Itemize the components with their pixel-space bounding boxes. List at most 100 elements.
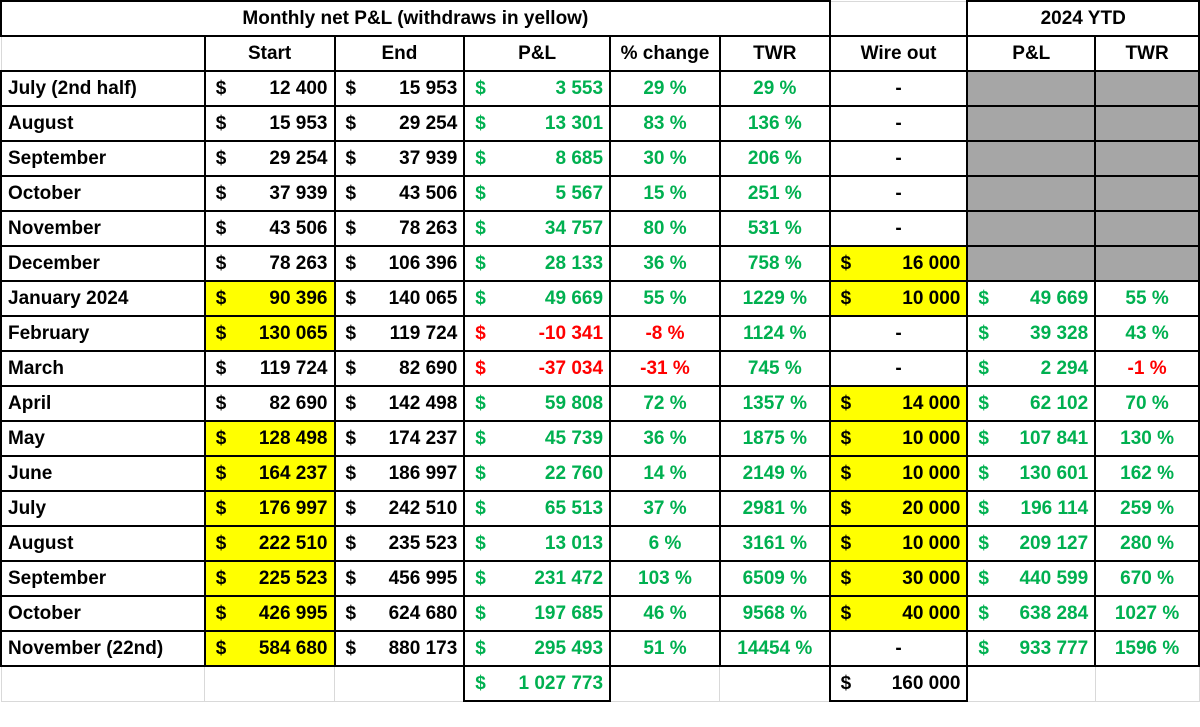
- table-row: May $128 498 $174 237 $45 739 36 % 1875 % $10 …: [0, 420, 1200, 457]
- ytd-pl-value-content: $638 284: [969, 598, 1093, 629]
- ytd-twr-value: 1027 %: [1094, 595, 1200, 632]
- month-label: July (2nd half): [0, 70, 206, 107]
- table-row: October $37 939 $43 506 $5 567 15 % 251 % -: [0, 175, 1200, 212]
- pl-value-value: 34 757: [544, 217, 604, 239]
- ytd-pl-value: $196 114: [966, 490, 1097, 527]
- ytd-twr-value: 43 %: [1094, 315, 1200, 352]
- pl-value-content: $197 685: [466, 598, 608, 629]
- end-value: $106 396: [333, 245, 466, 282]
- currency-symbol: $: [215, 462, 227, 484]
- pl-value: $295 493: [463, 630, 612, 667]
- table-row: February $130 065 $119 724 $ -10 341 -8 % 1124…: [0, 315, 1200, 352]
- wire-out-value: -: [828, 350, 969, 387]
- start-value: $426 995: [203, 595, 336, 632]
- start-value-value: 426 995: [258, 602, 328, 624]
- twr-value: 6509 %: [718, 560, 831, 597]
- pl-value: $197 685: [463, 595, 612, 632]
- start-value-value: 82 690: [269, 392, 328, 414]
- table-row: September $225 523 $456 995 $231 472 103 % 65…: [0, 560, 1200, 597]
- pl-value-value: 3 553: [555, 77, 604, 99]
- wire-out-value-content: $10 000: [832, 423, 966, 454]
- start-value-value: 43 506: [269, 217, 328, 239]
- currency-symbol: $: [978, 427, 989, 449]
- pl-value: $231 472: [463, 560, 612, 597]
- ytd-pl-value-value: 49 669: [1030, 287, 1089, 309]
- currency-symbol: $: [978, 497, 989, 519]
- start-value-content: $176 997: [207, 493, 333, 524]
- wire-out-value-value: 14 000: [902, 392, 961, 414]
- end-value: $43 506: [333, 175, 466, 212]
- wire-out-value: -: [828, 70, 969, 107]
- start-value-value: 222 510: [258, 532, 328, 554]
- twr-value: 9568 %: [718, 595, 831, 632]
- total-pl-value-content: $1 027 773: [466, 668, 608, 699]
- wire-out-value-content: $14 000: [832, 388, 966, 419]
- table-row: December $78 263 $106 396 $28 133 36 % 758 % $…: [0, 245, 1200, 282]
- month-label: November: [0, 210, 206, 247]
- pl-value-content: $45 739: [466, 423, 608, 454]
- pl-value-content: $8 685: [466, 143, 608, 174]
- currency-symbol: $: [840, 462, 852, 484]
- twr-value: 206 %: [718, 140, 831, 177]
- end-value-value: 456 995: [388, 567, 458, 589]
- end-value-value: 624 680: [388, 602, 458, 624]
- currency-symbol: $: [840, 532, 852, 554]
- monthly-title: Monthly net P&L (withdraws in yellow): [0, 0, 831, 37]
- col-wire-out: Wire out: [828, 35, 969, 72]
- currency-symbol: $: [475, 217, 486, 239]
- currency-symbol: $: [475, 532, 486, 554]
- pl-value-content: $231 472: [466, 563, 608, 594]
- empty-cell: [0, 665, 206, 702]
- start-value-value: 37 939: [269, 182, 328, 204]
- twr-value: 136 %: [718, 105, 831, 142]
- currency-symbol: $: [475, 497, 486, 519]
- wire-out-value: $16 000: [828, 245, 969, 282]
- currency-symbol: $: [215, 147, 227, 169]
- currency-symbol: $: [475, 392, 486, 414]
- ytd-pl-value-value: 2 294: [1040, 357, 1089, 379]
- start-value-content: $164 237: [207, 458, 333, 489]
- end-value-content: $119 724: [336, 318, 462, 349]
- month-label: May: [0, 420, 206, 457]
- end-value-content: $174 237: [336, 423, 462, 454]
- twr-value: 745 %: [718, 350, 831, 387]
- pl-value-value: 13 301: [544, 112, 604, 134]
- start-value-value: 15 953: [269, 112, 328, 134]
- end-value: $37 939: [333, 140, 466, 177]
- wire-out-value-value: 10 000: [902, 532, 961, 554]
- empty-cell: [829, 0, 968, 37]
- wire-out-value-value: 16 000: [902, 252, 961, 274]
- end-value: $142 498: [333, 385, 466, 422]
- ytd-pl-value: [966, 105, 1097, 142]
- wire-out-value: $10 000: [828, 280, 969, 317]
- ytd-pl-value-value: 130 601: [1019, 462, 1089, 484]
- start-value-content: $119 724: [207, 353, 333, 384]
- pl-value-content: $49 669: [466, 283, 608, 314]
- pl-value-value: 5 567: [555, 182, 604, 204]
- currency-symbol: $: [345, 182, 357, 204]
- pct-change-value: 15 %: [609, 175, 721, 212]
- currency-symbol: $: [215, 252, 227, 274]
- ytd-pl-value: $933 777: [966, 630, 1097, 667]
- start-value-value: 12 400: [269, 77, 328, 99]
- currency-symbol: $: [215, 532, 227, 554]
- currency-symbol: $: [978, 462, 989, 484]
- currency-symbol: $: [345, 287, 357, 309]
- start-value-value: 78 263: [269, 252, 328, 274]
- pct-change-value: 103 %: [609, 560, 721, 597]
- ytd-pl-value: $2 294: [966, 350, 1097, 387]
- wire-out-value: -: [828, 140, 969, 177]
- start-value-content: $584 680: [207, 633, 333, 664]
- start-value-content: $225 523: [207, 563, 333, 594]
- col-end: End: [333, 35, 466, 72]
- pl-value-value: 197 685: [534, 602, 604, 624]
- pl-value-content: $13 301: [466, 108, 608, 139]
- end-value: $174 237: [333, 420, 466, 457]
- empty-cell: [966, 665, 1096, 702]
- start-value-content: $222 510: [207, 528, 333, 559]
- currency-symbol: $: [345, 602, 357, 624]
- ytd-twr-value: [1094, 70, 1200, 107]
- ytd-pl-value: [966, 140, 1097, 177]
- currency-symbol: $: [345, 357, 357, 379]
- end-value-content: $43 506: [336, 178, 462, 209]
